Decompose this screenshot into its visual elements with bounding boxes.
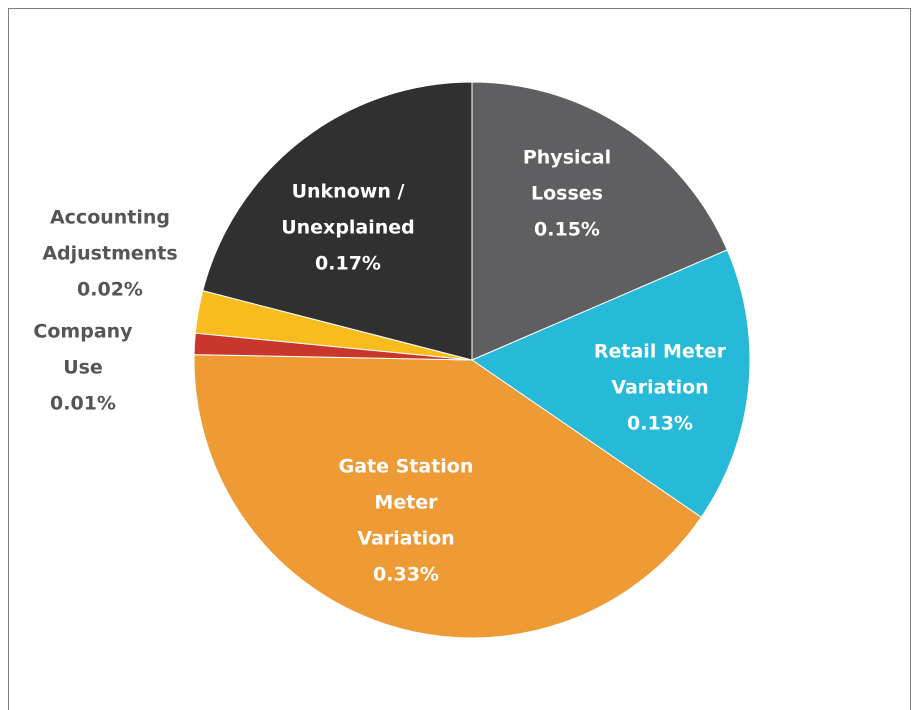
slice-label: Unknown / bbox=[292, 181, 405, 203]
slice-label: Use bbox=[63, 357, 103, 379]
slice-label: Meter bbox=[374, 492, 438, 514]
slice-label: Retail Meter bbox=[594, 341, 727, 363]
slice-label: Variation bbox=[357, 528, 454, 550]
slice-label: Physical bbox=[523, 147, 611, 169]
pie-slice bbox=[193, 354, 702, 639]
slice-label: Accounting bbox=[50, 207, 170, 229]
pie-slice bbox=[470, 249, 751, 518]
value-label: 0.01% bbox=[50, 393, 116, 415]
slice-label: Company bbox=[33, 321, 133, 343]
pie-slice bbox=[202, 81, 473, 361]
value-label: 0.17% bbox=[315, 253, 381, 275]
slice-label: Unexplained bbox=[281, 217, 415, 239]
pie-slice bbox=[471, 81, 728, 361]
slice-label: Gate Station bbox=[339, 456, 474, 478]
value-label: 0.13% bbox=[627, 413, 693, 435]
slice-label: Losses bbox=[531, 183, 603, 205]
value-label: 0.33% bbox=[373, 564, 439, 586]
slice-label: Variation bbox=[611, 377, 708, 399]
value-label: 0.02% bbox=[77, 279, 143, 301]
slice-label: Adjustments bbox=[42, 243, 177, 265]
value-label: 0.15% bbox=[534, 219, 600, 241]
